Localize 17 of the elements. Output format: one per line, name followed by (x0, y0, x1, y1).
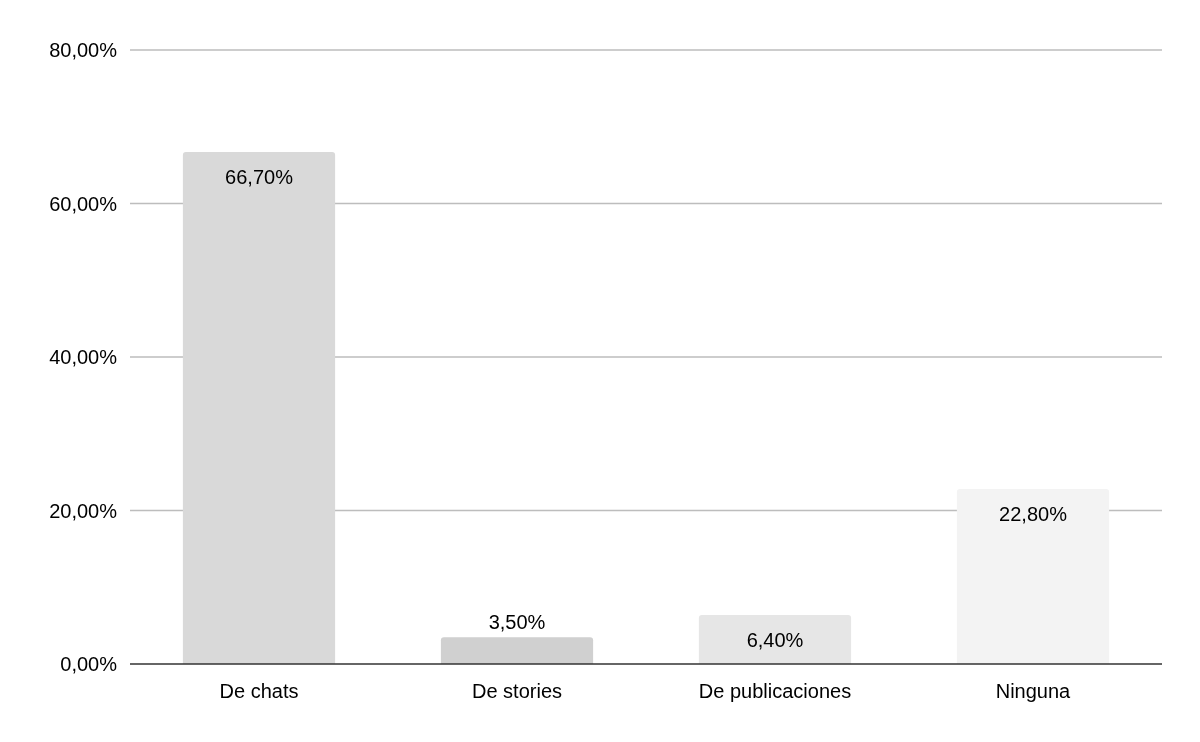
data-label: 66,70% (225, 166, 294, 189)
bar (182, 152, 336, 664)
bar (440, 637, 594, 664)
data-label: 3,50% (488, 611, 546, 634)
bar (698, 614, 852, 664)
data-label: 22,80% (999, 503, 1068, 526)
x-tick-label: De chats (219, 680, 299, 702)
y-tick-label: 20,00% (49, 499, 118, 522)
x-tick-label: De stories (471, 680, 563, 702)
y-tick-label: 40,00% (49, 346, 118, 368)
y-tick-label: 0,00% (60, 653, 118, 675)
data-label: 6,40% (746, 628, 804, 651)
bar (956, 489, 1110, 664)
x-tick-label: De publicaciones (698, 680, 852, 702)
y-tick-label: 80,00% (49, 39, 118, 61)
x-tick-label: Ninguna (995, 680, 1072, 702)
y-tick-label: 60,00% (49, 192, 118, 215)
